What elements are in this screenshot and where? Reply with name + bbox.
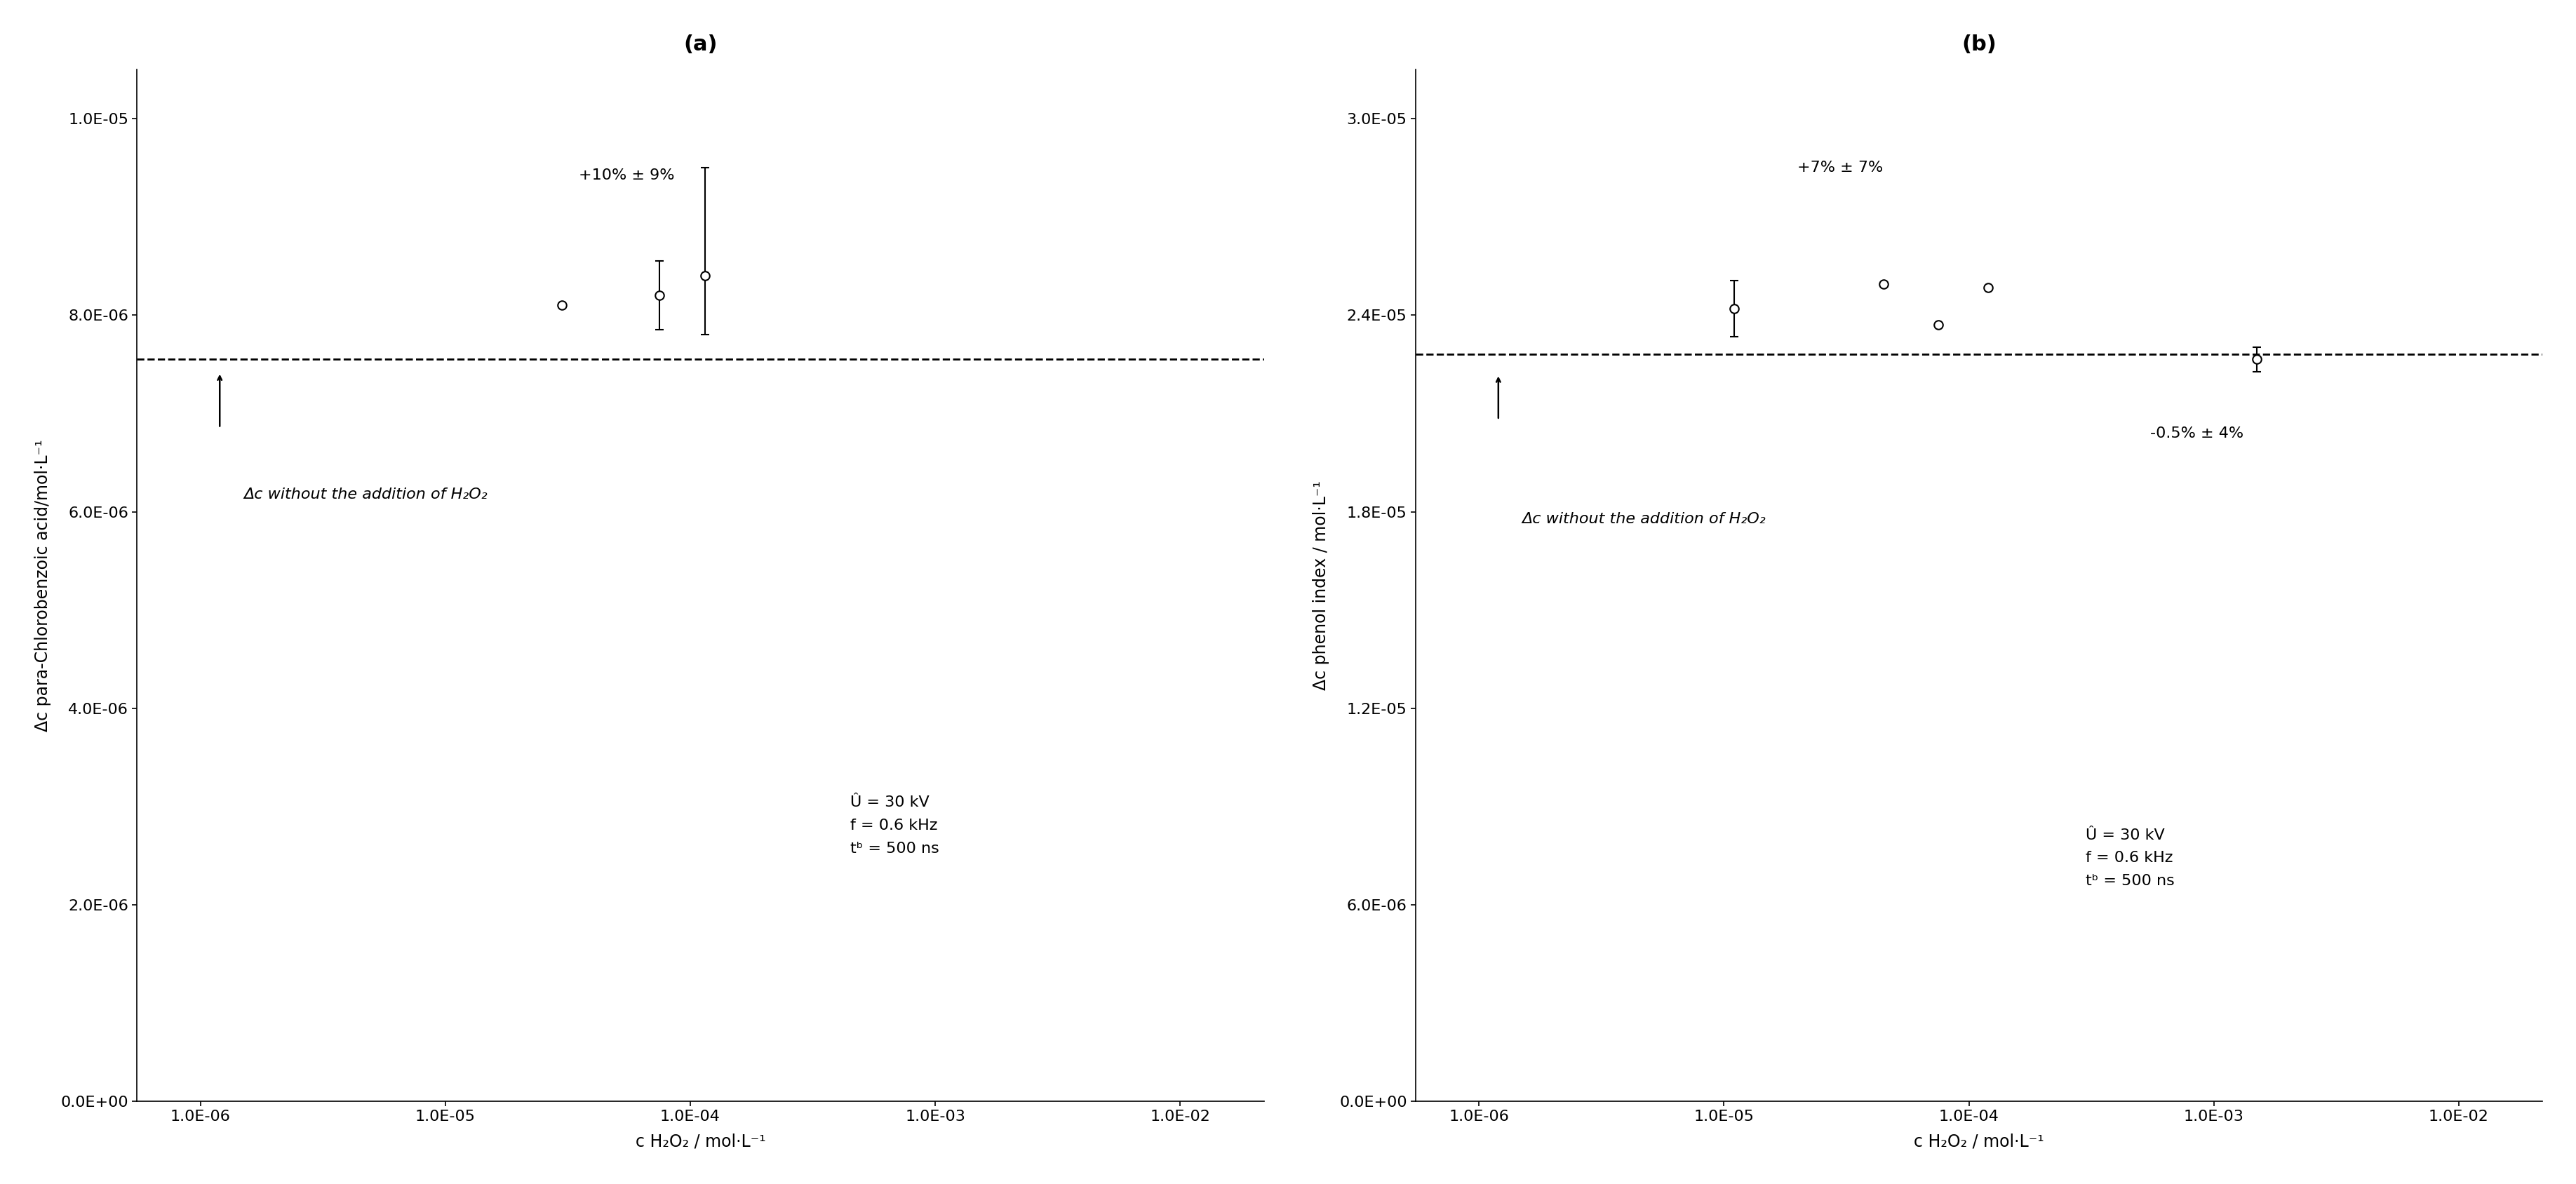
Text: Δc without the addition of H₂O₂: Δc without the addition of H₂O₂ — [242, 487, 487, 501]
Text: -0.5% ± 4%: -0.5% ± 4% — [2148, 426, 2244, 440]
Title: (a): (a) — [683, 34, 716, 54]
Text: +10% ± 9%: +10% ± 9% — [580, 168, 675, 182]
Text: +7% ± 7%: +7% ± 7% — [1798, 161, 1883, 174]
Text: Û = 30 kV
f = 0.6 kHz
tᵇ = 500 ns: Û = 30 kV f = 0.6 kHz tᵇ = 500 ns — [850, 796, 938, 856]
Y-axis label: Δc phenol index / mol·L⁻¹: Δc phenol index / mol·L⁻¹ — [1311, 481, 1329, 690]
Text: Δc without the addition of H₂O₂: Δc without the addition of H₂O₂ — [1522, 511, 1765, 526]
Y-axis label: Δc para-Chlorobenzoic acid/mol·L⁻¹: Δc para-Chlorobenzoic acid/mol·L⁻¹ — [33, 439, 52, 732]
Text: Û = 30 kV
f = 0.6 kHz
tᵇ = 500 ns: Û = 30 kV f = 0.6 kHz tᵇ = 500 ns — [2084, 828, 2174, 888]
Title: (b): (b) — [1960, 34, 1996, 54]
X-axis label: c H₂O₂ / mol·L⁻¹: c H₂O₂ / mol·L⁻¹ — [636, 1133, 765, 1150]
X-axis label: c H₂O₂ / mol·L⁻¹: c H₂O₂ / mol·L⁻¹ — [1914, 1133, 2043, 1150]
